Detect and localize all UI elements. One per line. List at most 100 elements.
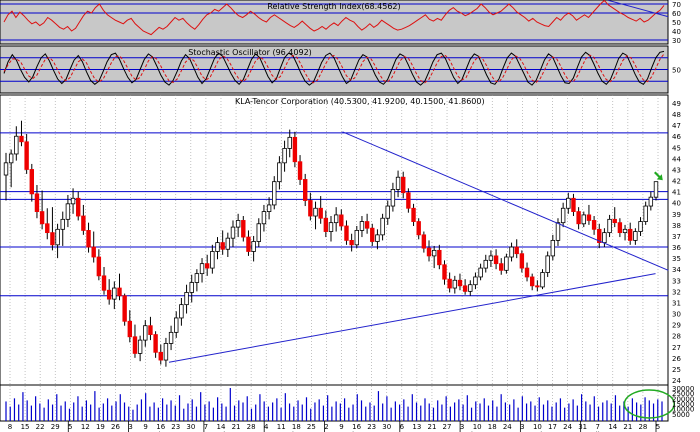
candle-body: [437, 249, 442, 266]
candle-body: [76, 197, 81, 217]
candle-body: [86, 230, 91, 248]
candle-body: [617, 222, 623, 234]
rsi-tick-label: 30: [672, 37, 681, 45]
candle-body: [581, 214, 586, 225]
price-tick-label: 48: [672, 111, 681, 119]
candle-body: [163, 343, 169, 361]
x-day-tick-label: 3: [128, 423, 132, 431]
price-tick-label: 35: [672, 255, 681, 263]
candle-body: [282, 148, 287, 164]
price-tick-label: 40: [672, 200, 681, 208]
candle-body: [220, 242, 225, 250]
x-day-tick-label: 24: [503, 423, 512, 431]
volume-tick-label: 10000: [672, 406, 694, 414]
candle-body: [514, 246, 519, 255]
x-day-tick-label: 4: [264, 423, 269, 431]
x-day-tick-label: 8: [8, 423, 12, 431]
candle-body: [106, 289, 112, 300]
candle-body: [328, 222, 334, 232]
stochastic-title: Stochastic Oscillator (96.4092): [188, 48, 312, 57]
price-tick-label: 38: [672, 222, 681, 230]
candle-body: [60, 218, 65, 230]
x-day-tick-label: 23: [171, 423, 180, 431]
price-tick-label: 45: [672, 144, 681, 152]
price-tick-label: 49: [672, 100, 681, 108]
candle-body: [504, 256, 509, 271]
candle-body: [24, 141, 29, 170]
stochastic-k-line: [3, 50, 665, 86]
rsi-tick-label: 50: [672, 19, 681, 27]
candle-body: [586, 214, 592, 221]
volume-tick-label: 30000: [672, 385, 694, 393]
candle-body: [34, 193, 40, 212]
axis-labels: 3040506070502425262728293031323334353637…: [8, 1, 694, 432]
candle-body: [318, 207, 323, 219]
candle-body: [540, 272, 545, 288]
candle-body: [390, 189, 396, 207]
candle-body: [493, 255, 499, 265]
candle-body: [375, 234, 380, 242]
candle-body: [189, 282, 194, 293]
candle-body: [566, 197, 571, 209]
candle-body: [256, 223, 261, 242]
x-day-tick-label: 17: [548, 423, 557, 431]
candle-body: [117, 287, 122, 297]
x-day-tick-label: 7: [204, 423, 208, 431]
candle-body: [230, 226, 236, 239]
candle-body: [210, 251, 215, 269]
price-tick-label: 25: [672, 366, 681, 374]
candle-body: [19, 135, 24, 143]
candle-body: [638, 221, 643, 232]
candle-body: [529, 276, 535, 287]
stochastic-series: [0, 50, 668, 86]
candle-body: [179, 304, 184, 319]
x-day-tick-label: 7: [595, 423, 599, 431]
x-day-tick-label: 24: [563, 423, 572, 431]
candle-body: [344, 225, 349, 241]
candle-body: [607, 218, 612, 234]
candle-body: [215, 242, 220, 252]
candle-body: [597, 228, 602, 244]
volume-highlight-ellipse: [623, 389, 675, 419]
candle-body: [272, 181, 277, 206]
candle-body: [364, 221, 370, 229]
candle-body: [509, 246, 514, 258]
candle-body: [401, 176, 406, 194]
candle-body: [354, 230, 359, 246]
candle-body: [323, 217, 329, 232]
price-tick-label: 43: [672, 166, 681, 174]
x-day-tick-label: 29: [51, 423, 60, 431]
candle-body: [313, 207, 318, 217]
candle-body: [235, 220, 241, 228]
price-title: KLA-Tencor Corporation (40.5300, 41.9200…: [235, 97, 485, 106]
candle-body: [591, 220, 597, 230]
candle-body: [411, 207, 416, 222]
candle-body: [339, 214, 344, 227]
volume-bars: [5, 388, 663, 421]
candle-body: [132, 336, 138, 354]
x-day-tick-label: 13: [412, 423, 421, 431]
x-day-tick-label: 5: [656, 423, 660, 431]
candle-body: [225, 237, 231, 250]
volume-tick-label: 25000: [672, 390, 694, 398]
x-day-tick-label: 18: [488, 423, 497, 431]
candle-body: [292, 136, 298, 163]
candle-body: [457, 279, 463, 287]
candle-body: [421, 234, 427, 249]
x-day-tick-label: 21: [232, 423, 241, 431]
x-day-tick-label: 14: [608, 423, 617, 431]
x-day-tick-label: 21: [427, 423, 436, 431]
x-day-tick-label: 10: [533, 423, 542, 431]
candle-body: [241, 220, 246, 238]
candle-body: [333, 214, 339, 224]
candle-body: [612, 218, 617, 224]
rsi-series: [0, 0, 669, 41]
candle-body: [91, 246, 96, 258]
x-day-tick-label: 9: [143, 423, 147, 431]
price-tick-label: 27: [672, 344, 681, 352]
price-tick-label: 37: [672, 233, 681, 241]
x-day-tick-label: 9: [339, 423, 343, 431]
stochastic-d-line: [3, 53, 665, 84]
candle-body: [14, 135, 19, 155]
